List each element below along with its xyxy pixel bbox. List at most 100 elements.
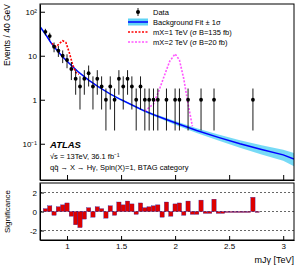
axis-line <box>41 180 295 181</box>
data-point <box>61 54 65 58</box>
error-bar <box>175 89 176 131</box>
error-bar <box>84 70 85 95</box>
legend-symbol <box>128 31 148 33</box>
bar <box>138 203 142 212</box>
tick-label: 1 <box>65 242 70 251</box>
fit-band <box>40 25 294 166</box>
tick-label: 1 <box>33 96 38 105</box>
error-bar <box>179 89 180 131</box>
data-point <box>91 85 95 89</box>
tick-label: 2 <box>173 242 178 251</box>
error-bar <box>110 76 111 109</box>
data-point <box>178 98 182 102</box>
tick-label: 1.5 <box>116 242 128 251</box>
tick-mark <box>121 175 122 180</box>
data-point <box>69 67 73 71</box>
data-point <box>52 45 56 49</box>
data-point <box>104 98 108 102</box>
annotation: qq̄ → X → Hγ, Spin(X)=1, BTAG category <box>50 163 189 172</box>
tick: 2 <box>173 236 178 251</box>
bar <box>190 212 194 215</box>
tick-mark <box>40 100 45 101</box>
bar <box>212 199 216 211</box>
bar <box>143 208 147 212</box>
y-axis: -202 <box>30 184 44 241</box>
legend-symbol <box>128 19 148 26</box>
tick-mark <box>40 193 44 194</box>
legend-symbol <box>128 41 148 43</box>
bar <box>186 201 190 211</box>
line <box>52 41 79 75</box>
bar <box>182 212 186 216</box>
bar <box>69 212 73 217</box>
data-point <box>212 98 216 102</box>
tick: -2 <box>30 227 44 236</box>
frame <box>40 183 294 240</box>
tick-mark <box>40 231 44 232</box>
tick-mark <box>67 236 68 240</box>
y-axis-title: Events / 40 GeV <box>2 4 12 66</box>
tick <box>229 175 230 180</box>
bar <box>216 212 220 214</box>
x-axis: 11.522.53 <box>41 236 295 251</box>
legend-symbol <box>128 21 148 23</box>
error-bar <box>75 70 76 95</box>
data-point <box>74 77 78 81</box>
error-bar <box>97 70 98 95</box>
error-bar <box>140 76 141 109</box>
bar <box>225 211 229 213</box>
annotation: √s = 13TeV, 36.1 fb⁻¹ <box>50 152 120 161</box>
data-point <box>152 98 156 102</box>
bar <box>160 212 164 218</box>
bar <box>199 200 203 211</box>
data-point <box>113 98 117 102</box>
bar <box>65 203 69 212</box>
tick-label: 10 <box>28 52 37 61</box>
tick: 2 <box>33 189 44 198</box>
bar <box>246 211 250 213</box>
bar <box>221 212 225 214</box>
error-bar <box>201 89 202 131</box>
data-point <box>147 98 151 102</box>
data-point <box>65 58 69 62</box>
tick-label: 3 <box>281 242 286 251</box>
tick-label: 2 <box>33 189 38 198</box>
axis-line <box>41 240 295 241</box>
data-point <box>100 85 104 89</box>
bar <box>233 211 237 213</box>
bar <box>229 211 233 213</box>
bar <box>78 212 82 228</box>
error-bar <box>149 89 150 131</box>
grid-line <box>40 192 294 193</box>
error-bar <box>105 89 106 131</box>
bar <box>130 204 134 212</box>
data-point <box>82 77 86 81</box>
data-point <box>126 77 130 81</box>
data-point <box>44 30 48 34</box>
bar <box>108 206 112 212</box>
tick <box>67 175 68 180</box>
tick: 10² <box>25 8 45 17</box>
tick: 1.5 <box>116 236 128 251</box>
error-bar <box>153 89 154 131</box>
error-bar <box>127 70 128 95</box>
data-point <box>134 98 138 102</box>
error-bar <box>131 76 132 109</box>
tick-mark <box>40 12 45 13</box>
error-bar <box>88 66 89 87</box>
tick: 10 <box>28 52 45 61</box>
tick-mark <box>229 236 230 240</box>
error-bar <box>214 89 215 131</box>
bar <box>121 205 125 212</box>
data-point <box>251 98 255 102</box>
x-axis-title: mJγ [TeV] <box>254 255 294 265</box>
legend-symbol <box>136 10 140 14</box>
error-bar <box>123 76 124 109</box>
legend-entry: Data <box>136 8 170 17</box>
bar <box>61 205 65 212</box>
legend-label: Background Fit ± 1σ <box>153 18 221 27</box>
error-bar <box>188 89 189 131</box>
legend: DataBackground Fit ± 1σmX=1 TeV (σ B=135… <box>128 8 232 47</box>
tick: 1 <box>33 96 45 105</box>
error-bar <box>136 89 137 131</box>
